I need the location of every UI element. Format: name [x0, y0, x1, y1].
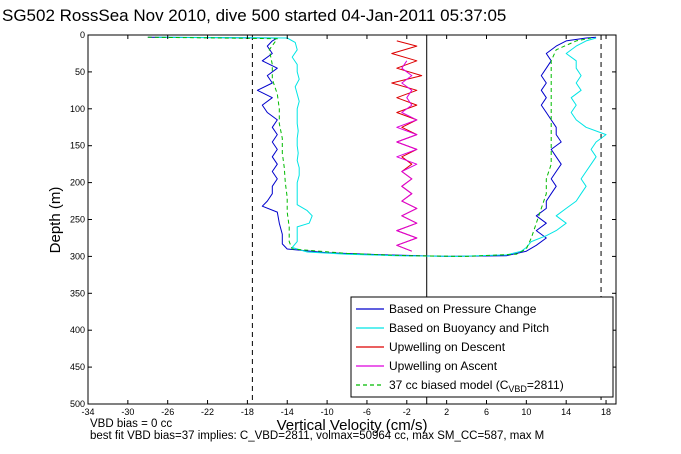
y-axis-ticks: 0 50 100 150 200 250 300 350 400 450 500: [70, 30, 616, 409]
x-axis-ticks: -34 -30 -26 -22 -18 -14 -10 -6 -2 2 6 10 14 18: [81, 35, 611, 417]
y-tick-label: 200: [70, 178, 85, 188]
x-tick-label: -18: [241, 407, 254, 417]
legend-label-text: Upwelling on Ascent: [389, 359, 498, 373]
y-tick-label: 300: [70, 251, 85, 261]
y-axis-label: Depth (m): [47, 187, 64, 254]
x-tick-label: -6: [363, 407, 371, 417]
legend-label: Based on Pressure Change: [389, 302, 537, 316]
legend-box: [350, 296, 614, 398]
y-tick-label: 450: [70, 362, 85, 372]
legend-label-tail: =2811): [527, 378, 564, 392]
legend-label: Upwelling on Ascent: [389, 359, 498, 373]
series-line: [147, 36, 592, 257]
vbd-bias-note: VBD bias = 0 cc: [90, 418, 173, 430]
legend-label-text: Based on Buoyancy and Pitch: [389, 321, 549, 335]
y-tick-label: 250: [70, 215, 85, 225]
y-tick-label: 100: [70, 104, 85, 114]
x-tick-label: -30: [121, 407, 134, 417]
x-tick-label: -34: [81, 407, 94, 417]
legend-label: 37 cc biased model (CVBD=2811): [389, 378, 564, 394]
x-tick-label: -2: [403, 407, 411, 417]
legend: Based on Pressure Change Based on Buoyanc…: [350, 296, 614, 398]
x-tick-label: 6: [484, 407, 489, 417]
y-tick-label: 500: [70, 399, 85, 409]
x-tick-label: -10: [321, 407, 334, 417]
notes: VBD bias = 0 cc best fit VBD bias=37 imp…: [90, 418, 544, 442]
best-fit-note: best fit VBD bias=37 implies: C_VBD=2811…: [90, 430, 545, 442]
series-group: [147, 36, 607, 257]
x-tick-label: 14: [561, 407, 571, 417]
legend-label-text: Upwelling on Descent: [389, 340, 506, 354]
x-axis-label: Vertical Velocity (cm/s): [277, 417, 428, 434]
x-tick-label: 18: [601, 407, 611, 417]
legend-label-subscript: VBD: [508, 384, 527, 394]
legend-label: Based on Buoyancy and Pitch: [389, 321, 549, 335]
y-tick-label: 400: [70, 325, 85, 335]
chart-title: SG502 RossSea Nov 2010, dive 500 started…: [2, 6, 507, 25]
x-tick-label: -22: [201, 407, 214, 417]
y-tick-label: 350: [70, 288, 85, 298]
x-tick-label: 10: [521, 407, 531, 417]
y-tick-label: 150: [70, 141, 85, 151]
series-line: [396, 60, 418, 252]
legend-label-text: Based on Pressure Change: [389, 302, 537, 316]
legend-label: Upwelling on Descent: [389, 340, 506, 354]
y-tick-label: 0: [80, 30, 85, 40]
x-tick-label: -26: [161, 407, 174, 417]
legend-label-text: 37 cc biased model (C: [389, 378, 509, 392]
y-tick-label: 50: [75, 67, 85, 77]
x-tick-label: -14: [281, 407, 294, 417]
x-tick-label: 2: [444, 407, 449, 417]
